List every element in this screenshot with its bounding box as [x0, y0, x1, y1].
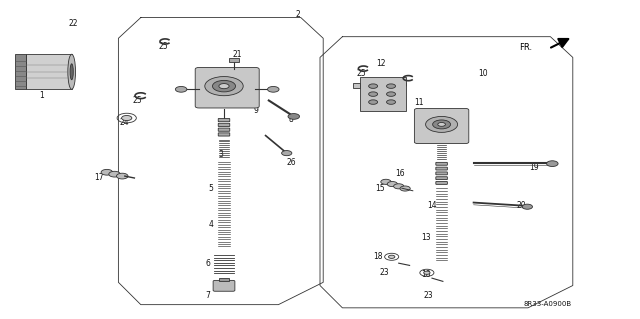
- Circle shape: [369, 84, 378, 88]
- Circle shape: [282, 151, 292, 156]
- Circle shape: [205, 77, 243, 96]
- Text: 19: 19: [529, 163, 540, 172]
- Circle shape: [438, 122, 445, 126]
- FancyBboxPatch shape: [436, 182, 447, 184]
- FancyBboxPatch shape: [436, 167, 447, 170]
- Circle shape: [219, 84, 229, 89]
- FancyBboxPatch shape: [436, 177, 447, 180]
- Text: FR.: FR.: [519, 43, 532, 52]
- Text: 18: 18: [421, 270, 430, 279]
- Circle shape: [288, 114, 300, 119]
- Circle shape: [424, 271, 430, 274]
- Circle shape: [387, 92, 396, 96]
- Circle shape: [116, 173, 128, 179]
- Circle shape: [387, 182, 397, 187]
- Circle shape: [433, 120, 451, 129]
- Text: 5: 5: [209, 184, 214, 193]
- Circle shape: [426, 116, 458, 132]
- Circle shape: [547, 161, 558, 167]
- Text: 2: 2: [295, 10, 300, 19]
- Text: 7: 7: [205, 291, 211, 300]
- FancyBboxPatch shape: [219, 278, 229, 281]
- Text: 20: 20: [516, 201, 527, 210]
- FancyBboxPatch shape: [15, 54, 26, 89]
- Text: 3: 3: [218, 150, 223, 159]
- Text: 14: 14: [427, 201, 437, 210]
- FancyBboxPatch shape: [436, 172, 447, 175]
- Ellipse shape: [70, 64, 73, 80]
- Text: 22: 22: [69, 19, 78, 28]
- Text: 17: 17: [94, 173, 104, 182]
- Text: 6: 6: [205, 259, 211, 268]
- Text: 23: 23: [424, 291, 434, 300]
- Text: 21: 21: [232, 50, 241, 59]
- FancyBboxPatch shape: [218, 133, 230, 136]
- FancyBboxPatch shape: [218, 128, 230, 131]
- Text: 23: 23: [379, 268, 389, 277]
- Text: 13: 13: [420, 233, 431, 242]
- FancyBboxPatch shape: [26, 54, 72, 89]
- Circle shape: [381, 179, 391, 184]
- Circle shape: [268, 86, 279, 92]
- Circle shape: [109, 171, 120, 177]
- FancyBboxPatch shape: [360, 78, 406, 111]
- Circle shape: [388, 255, 395, 258]
- FancyBboxPatch shape: [436, 162, 447, 165]
- FancyBboxPatch shape: [415, 108, 468, 144]
- Circle shape: [387, 100, 396, 104]
- Text: 18: 18: [373, 252, 382, 261]
- Text: 24: 24: [120, 118, 130, 127]
- Circle shape: [369, 92, 378, 96]
- Circle shape: [122, 115, 132, 121]
- Circle shape: [369, 100, 378, 104]
- Text: 4: 4: [209, 220, 214, 229]
- Circle shape: [212, 80, 236, 92]
- Text: 10: 10: [478, 69, 488, 78]
- Bar: [353, 83, 360, 88]
- Text: 16: 16: [395, 169, 405, 178]
- FancyBboxPatch shape: [229, 58, 239, 62]
- Text: 25: 25: [398, 80, 408, 89]
- Circle shape: [101, 169, 113, 175]
- FancyBboxPatch shape: [218, 119, 230, 122]
- Text: 11: 11: [415, 98, 424, 107]
- FancyBboxPatch shape: [218, 123, 230, 127]
- Text: 8: 8: [289, 115, 294, 124]
- FancyBboxPatch shape: [213, 280, 235, 291]
- Text: 8R33-A0900B: 8R33-A0900B: [523, 301, 572, 307]
- Circle shape: [175, 86, 187, 92]
- Text: 25: 25: [356, 69, 367, 78]
- Text: 12: 12: [376, 59, 385, 68]
- Text: 26: 26: [286, 158, 296, 167]
- FancyBboxPatch shape: [195, 68, 259, 108]
- Circle shape: [522, 204, 532, 209]
- Circle shape: [394, 184, 404, 189]
- Ellipse shape: [68, 54, 76, 89]
- Circle shape: [400, 186, 410, 191]
- Text: 9: 9: [253, 106, 259, 115]
- Text: 25: 25: [158, 42, 168, 51]
- Circle shape: [387, 84, 396, 88]
- Text: 15: 15: [374, 184, 385, 193]
- Text: 1: 1: [39, 91, 44, 100]
- Text: 25: 25: [132, 96, 143, 105]
